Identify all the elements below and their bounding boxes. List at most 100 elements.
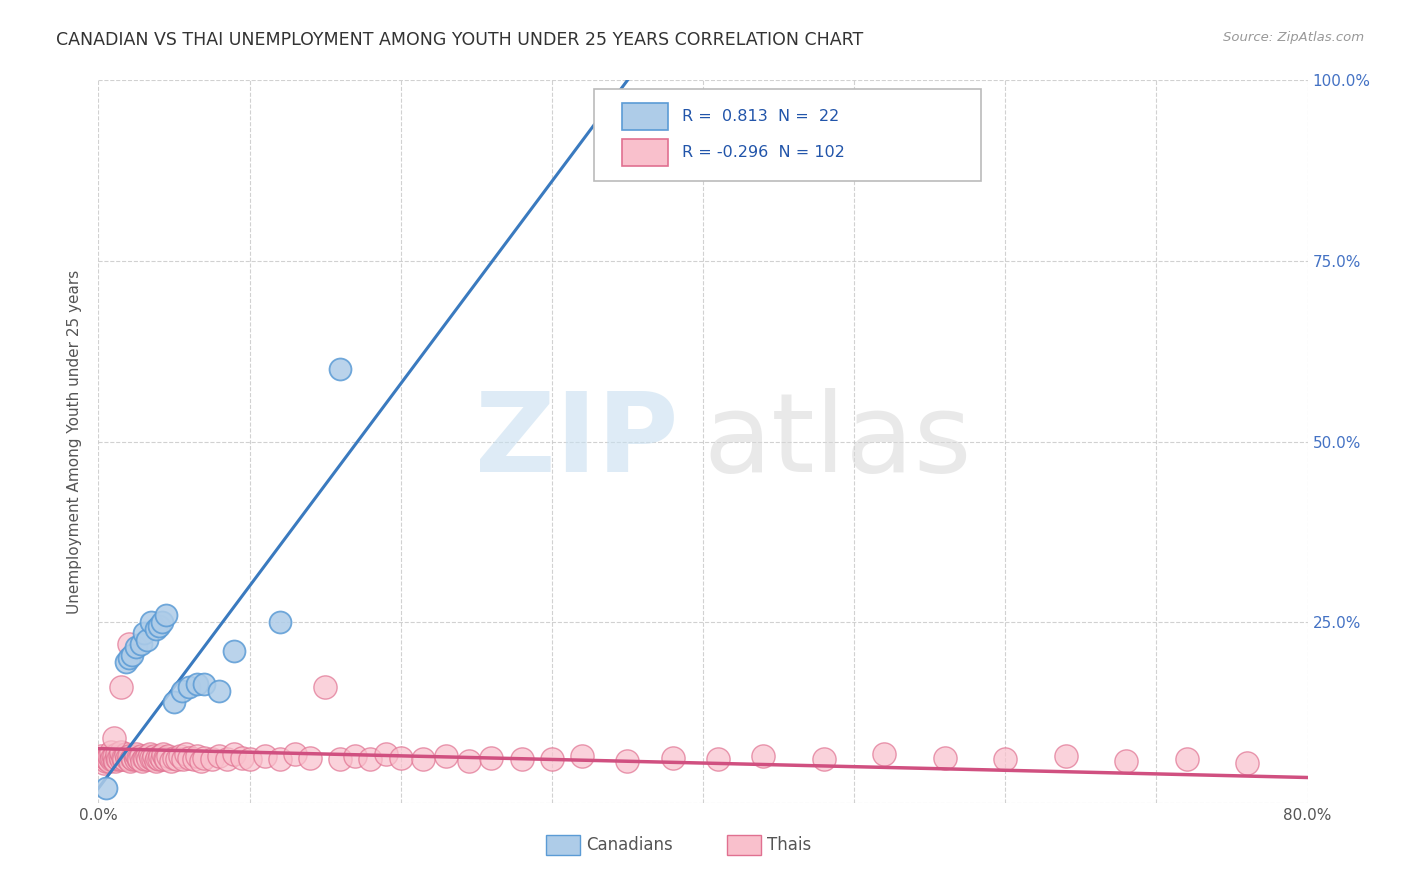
Point (224, 644, 246, 658)
FancyBboxPatch shape (595, 89, 981, 181)
Point (110, 680, 132, 694)
Point (136, 752, 159, 766)
Text: ZIP: ZIP (475, 388, 679, 495)
Point (166, 752, 188, 766)
Point (163, 751, 186, 765)
Point (174, 747, 197, 761)
Point (114, 747, 136, 761)
Point (103, 752, 125, 766)
Bar (621, 139, 668, 166)
Point (153, 751, 176, 765)
Point (145, 623, 167, 637)
Point (481, 751, 503, 765)
Point (143, 748, 166, 763)
Text: CANADIAN VS THAI UNEMPLOYMENT AMONG YOUTH UNDER 25 YEARS CORRELATION CHART: CANADIAN VS THAI UNEMPLOYMENT AMONG YOUT… (56, 31, 863, 49)
Text: Source: ZipAtlas.com: Source: ZipAtlas.com (1223, 31, 1364, 45)
Point (1054, 748, 1077, 763)
Point (120, 754, 142, 768)
Point (103, 731, 125, 745)
Point (299, 751, 322, 765)
Text: Canadians: Canadians (586, 836, 672, 854)
Point (118, 637, 141, 651)
Text: atlas: atlas (703, 388, 972, 495)
Point (150, 752, 173, 766)
Point (115, 751, 138, 765)
Point (163, 695, 186, 709)
Point (208, 748, 231, 763)
Point (141, 615, 163, 630)
Point (179, 680, 201, 694)
Point (105, 747, 128, 761)
Point (121, 751, 143, 765)
Point (96, 752, 118, 766)
Point (169, 748, 191, 763)
Text: R = -0.296  N = 102: R = -0.296 N = 102 (682, 145, 845, 160)
Point (571, 748, 593, 763)
Point (108, 748, 131, 763)
Point (121, 648, 143, 662)
Point (193, 751, 215, 765)
Point (125, 640, 148, 655)
Point (269, 752, 291, 766)
Point (269, 615, 291, 630)
Point (111, 751, 134, 765)
Point (510, 752, 533, 766)
Point (208, 683, 231, 698)
Point (344, 748, 367, 763)
Point (707, 752, 730, 766)
Point (135, 633, 157, 648)
Point (100, 752, 122, 766)
Point (457, 754, 479, 768)
Point (91, 752, 114, 766)
Point (156, 748, 179, 763)
Point (186, 676, 208, 690)
Point (752, 748, 775, 763)
Point (934, 751, 956, 765)
Point (160, 754, 183, 768)
Point (193, 676, 215, 690)
Point (172, 752, 194, 766)
Point (132, 751, 155, 765)
Point (118, 748, 141, 763)
Point (201, 752, 224, 766)
Point (179, 751, 201, 765)
Point (616, 754, 638, 768)
Point (149, 748, 172, 763)
Point (145, 754, 167, 768)
Point (141, 751, 163, 765)
Text: Thais: Thais (768, 836, 811, 854)
Point (540, 752, 562, 766)
Point (112, 752, 135, 766)
Point (104, 754, 127, 768)
Point (253, 748, 276, 763)
Point (98, 748, 121, 763)
Point (129, 748, 152, 763)
Point (110, 745, 132, 759)
Point (94, 754, 117, 768)
Point (150, 615, 173, 630)
Point (994, 752, 1017, 766)
Point (118, 651, 141, 665)
Point (412, 752, 434, 766)
Point (148, 619, 170, 633)
Point (183, 752, 205, 766)
Point (107, 752, 129, 766)
Point (134, 752, 156, 766)
Bar (727, 835, 761, 855)
Point (239, 752, 262, 766)
Point (93, 756, 115, 770)
Text: R =  0.813  N =  22: R = 0.813 N = 22 (682, 109, 839, 124)
Bar (546, 835, 579, 855)
Point (314, 680, 336, 694)
Point (114, 655, 136, 669)
Point (661, 751, 683, 765)
Point (374, 747, 396, 761)
Point (1175, 752, 1198, 766)
Point (329, 752, 352, 766)
Point (1115, 754, 1137, 768)
Point (124, 748, 146, 763)
Point (131, 754, 153, 768)
Point (148, 752, 170, 766)
Point (190, 754, 212, 768)
Point (146, 751, 169, 765)
